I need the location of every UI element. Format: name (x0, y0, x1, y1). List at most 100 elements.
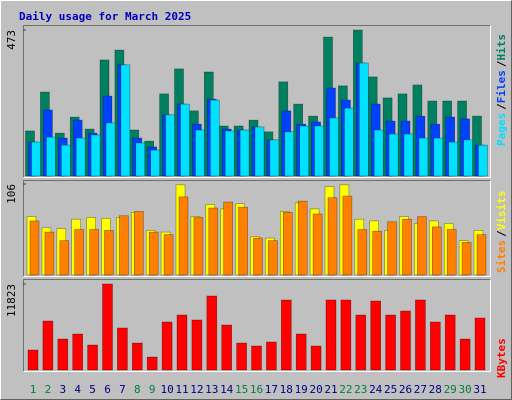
bar (312, 213, 323, 276)
bar (176, 314, 188, 371)
x-tick-label: 13 (205, 383, 218, 396)
bar (478, 144, 488, 177)
bar (195, 129, 205, 177)
x-tick-label: 8 (134, 383, 141, 396)
bar (463, 139, 473, 177)
bar (191, 319, 203, 371)
bar (163, 234, 174, 276)
bar (180, 103, 190, 177)
x-tick-label: 14 (220, 383, 234, 396)
bar (224, 130, 235, 177)
bar (269, 139, 280, 177)
bar (280, 299, 292, 371)
bar (268, 240, 278, 276)
bar (134, 211, 144, 276)
x-tick-label: 30 (458, 383, 471, 396)
bar (329, 117, 339, 177)
bar (417, 216, 427, 276)
bar (72, 333, 83, 371)
bar (178, 196, 189, 276)
x-tick-label: 7 (119, 383, 126, 396)
y-tick-label: 473 (5, 30, 18, 50)
bar (415, 299, 426, 371)
bar (299, 125, 310, 177)
bar (418, 137, 429, 177)
bar (150, 149, 160, 177)
bar (388, 133, 399, 177)
legend: Sites /Visits (495, 191, 508, 274)
x-tick-label: 27 (414, 383, 427, 396)
bar (461, 242, 472, 276)
legend-separator: / (495, 60, 508, 67)
bar (29, 220, 40, 276)
legend-entry: Files (495, 70, 508, 103)
bar (344, 107, 354, 177)
bar (433, 137, 444, 177)
x-tick-label: 1 (30, 383, 37, 396)
bar (370, 300, 382, 371)
chart-title: Daily usage for March 2025 (19, 10, 191, 23)
y-tick-label: 11823 (5, 284, 18, 317)
bar (87, 344, 98, 371)
legend-separator: / (495, 103, 508, 110)
bar (239, 129, 250, 177)
bar (60, 144, 71, 177)
x-tick-label: 31 (473, 383, 486, 396)
bar (221, 324, 232, 371)
bar (314, 125, 324, 177)
legend-entry: Sites (495, 240, 508, 273)
bar (223, 201, 233, 276)
bar (325, 299, 337, 371)
bar (75, 137, 86, 177)
x-tick-label: 22 (339, 383, 352, 396)
x-tick-label: 24 (369, 383, 383, 396)
bar (27, 349, 39, 371)
bar (402, 218, 412, 276)
bar (146, 356, 158, 371)
bar (342, 195, 353, 276)
x-tick-label: 4 (74, 383, 81, 396)
bar (42, 320, 54, 371)
legend: Pages/Files/Hits (495, 34, 508, 146)
bar (161, 321, 173, 371)
bar (358, 62, 369, 177)
bar (165, 114, 175, 177)
bar (310, 345, 322, 371)
legend-entry: Pages (495, 113, 508, 146)
x-tick-label: 29 (444, 383, 457, 396)
bar (236, 342, 247, 371)
bar (251, 345, 262, 371)
bar (120, 64, 131, 177)
legend-entry: KBytes (495, 338, 508, 378)
bar (327, 197, 338, 276)
bar (357, 229, 368, 276)
x-tick-label: 19 (295, 383, 308, 396)
bar (355, 314, 367, 371)
x-tick-label: 15 (235, 383, 248, 396)
x-tick-label: 9 (149, 383, 156, 396)
bar (372, 230, 383, 276)
x-tick-label: 28 (429, 383, 442, 396)
x-tick-label: 3 (59, 383, 66, 396)
x-tick-label: 17 (265, 383, 278, 396)
bar (119, 215, 129, 276)
x-tick-label: 26 (399, 383, 412, 396)
x-tick-label: 10 (160, 383, 173, 396)
bar (44, 231, 55, 276)
bar (266, 341, 277, 371)
panel-light (23, 180, 491, 277)
panel-shadow (23, 180, 491, 277)
bar (444, 314, 456, 371)
legend-separator: / (495, 230, 508, 237)
bar (104, 230, 114, 276)
x-tick-label: 20 (309, 383, 322, 396)
bar (148, 231, 159, 276)
bar (132, 342, 143, 371)
y-tick-label: 106 (5, 184, 18, 204)
bar (31, 141, 41, 177)
bar (135, 142, 146, 177)
bar (340, 299, 352, 371)
x-tick-label: 23 (354, 383, 367, 396)
x-tick-label: 18 (280, 383, 293, 396)
